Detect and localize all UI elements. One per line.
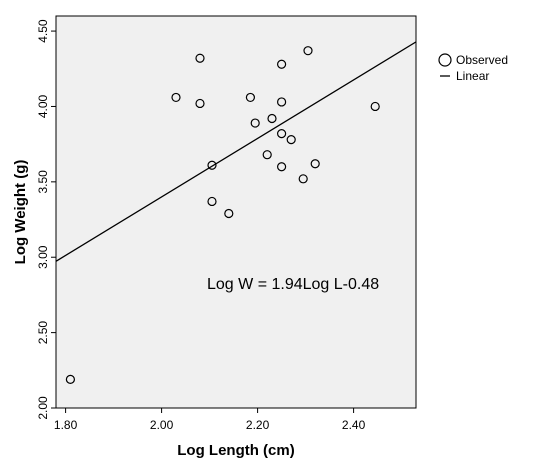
x-tick-label: 1.80 xyxy=(54,418,78,432)
observed-points xyxy=(65,46,380,384)
observed-point xyxy=(298,174,308,184)
observed-point xyxy=(277,129,287,139)
x-tick-label: 2.20 xyxy=(246,418,270,432)
observed-point xyxy=(262,150,272,160)
y-axis-title: Log Weight (g) xyxy=(12,160,29,265)
observed-point xyxy=(245,92,255,103)
observed-point xyxy=(195,98,205,109)
observed-point xyxy=(207,196,217,207)
observed-point xyxy=(370,101,380,112)
observed-point xyxy=(195,53,205,63)
observed-point xyxy=(65,374,76,384)
legend-linear-label: Linear xyxy=(456,69,489,83)
y-axis-ticks: 2.00 2.50 3.00 3.50 4.00 4.50 xyxy=(36,19,56,420)
y-tick-label: 3.50 xyxy=(36,170,50,194)
x-axis-title: Log Length (cm) xyxy=(177,442,294,459)
x-axis-ticks: 1.80 2.00 2.20 2.40 xyxy=(54,408,366,432)
x-tick-label: 2.40 xyxy=(342,418,366,432)
observed-point xyxy=(267,113,277,124)
y-tick-label: 4.00 xyxy=(36,94,50,118)
observed-point xyxy=(286,135,296,145)
observed-point xyxy=(277,59,287,69)
legend-observed-marker xyxy=(438,53,452,67)
plot-area xyxy=(55,15,417,409)
observed-point xyxy=(207,160,217,170)
observed-point xyxy=(277,97,287,107)
observed-point xyxy=(277,162,287,172)
observed-point xyxy=(250,118,260,128)
observed-point xyxy=(310,159,320,169)
equation-annotation: Log W = 1.94Log L-0.48 xyxy=(207,276,379,293)
observed-point xyxy=(224,208,234,219)
y-tick-label: 3.00 xyxy=(36,245,50,269)
legend-observed-label: Observed xyxy=(456,53,508,67)
y-tick-label: 2.50 xyxy=(36,321,50,345)
linear-fit-line xyxy=(56,41,416,262)
observed-point xyxy=(171,92,181,103)
x-tick-label: 2.00 xyxy=(150,418,174,432)
y-tick-label: 4.50 xyxy=(36,19,50,43)
y-tick-label: 2.00 xyxy=(36,396,50,420)
observed-point xyxy=(303,46,313,56)
legend: Observed Linear xyxy=(438,53,508,83)
